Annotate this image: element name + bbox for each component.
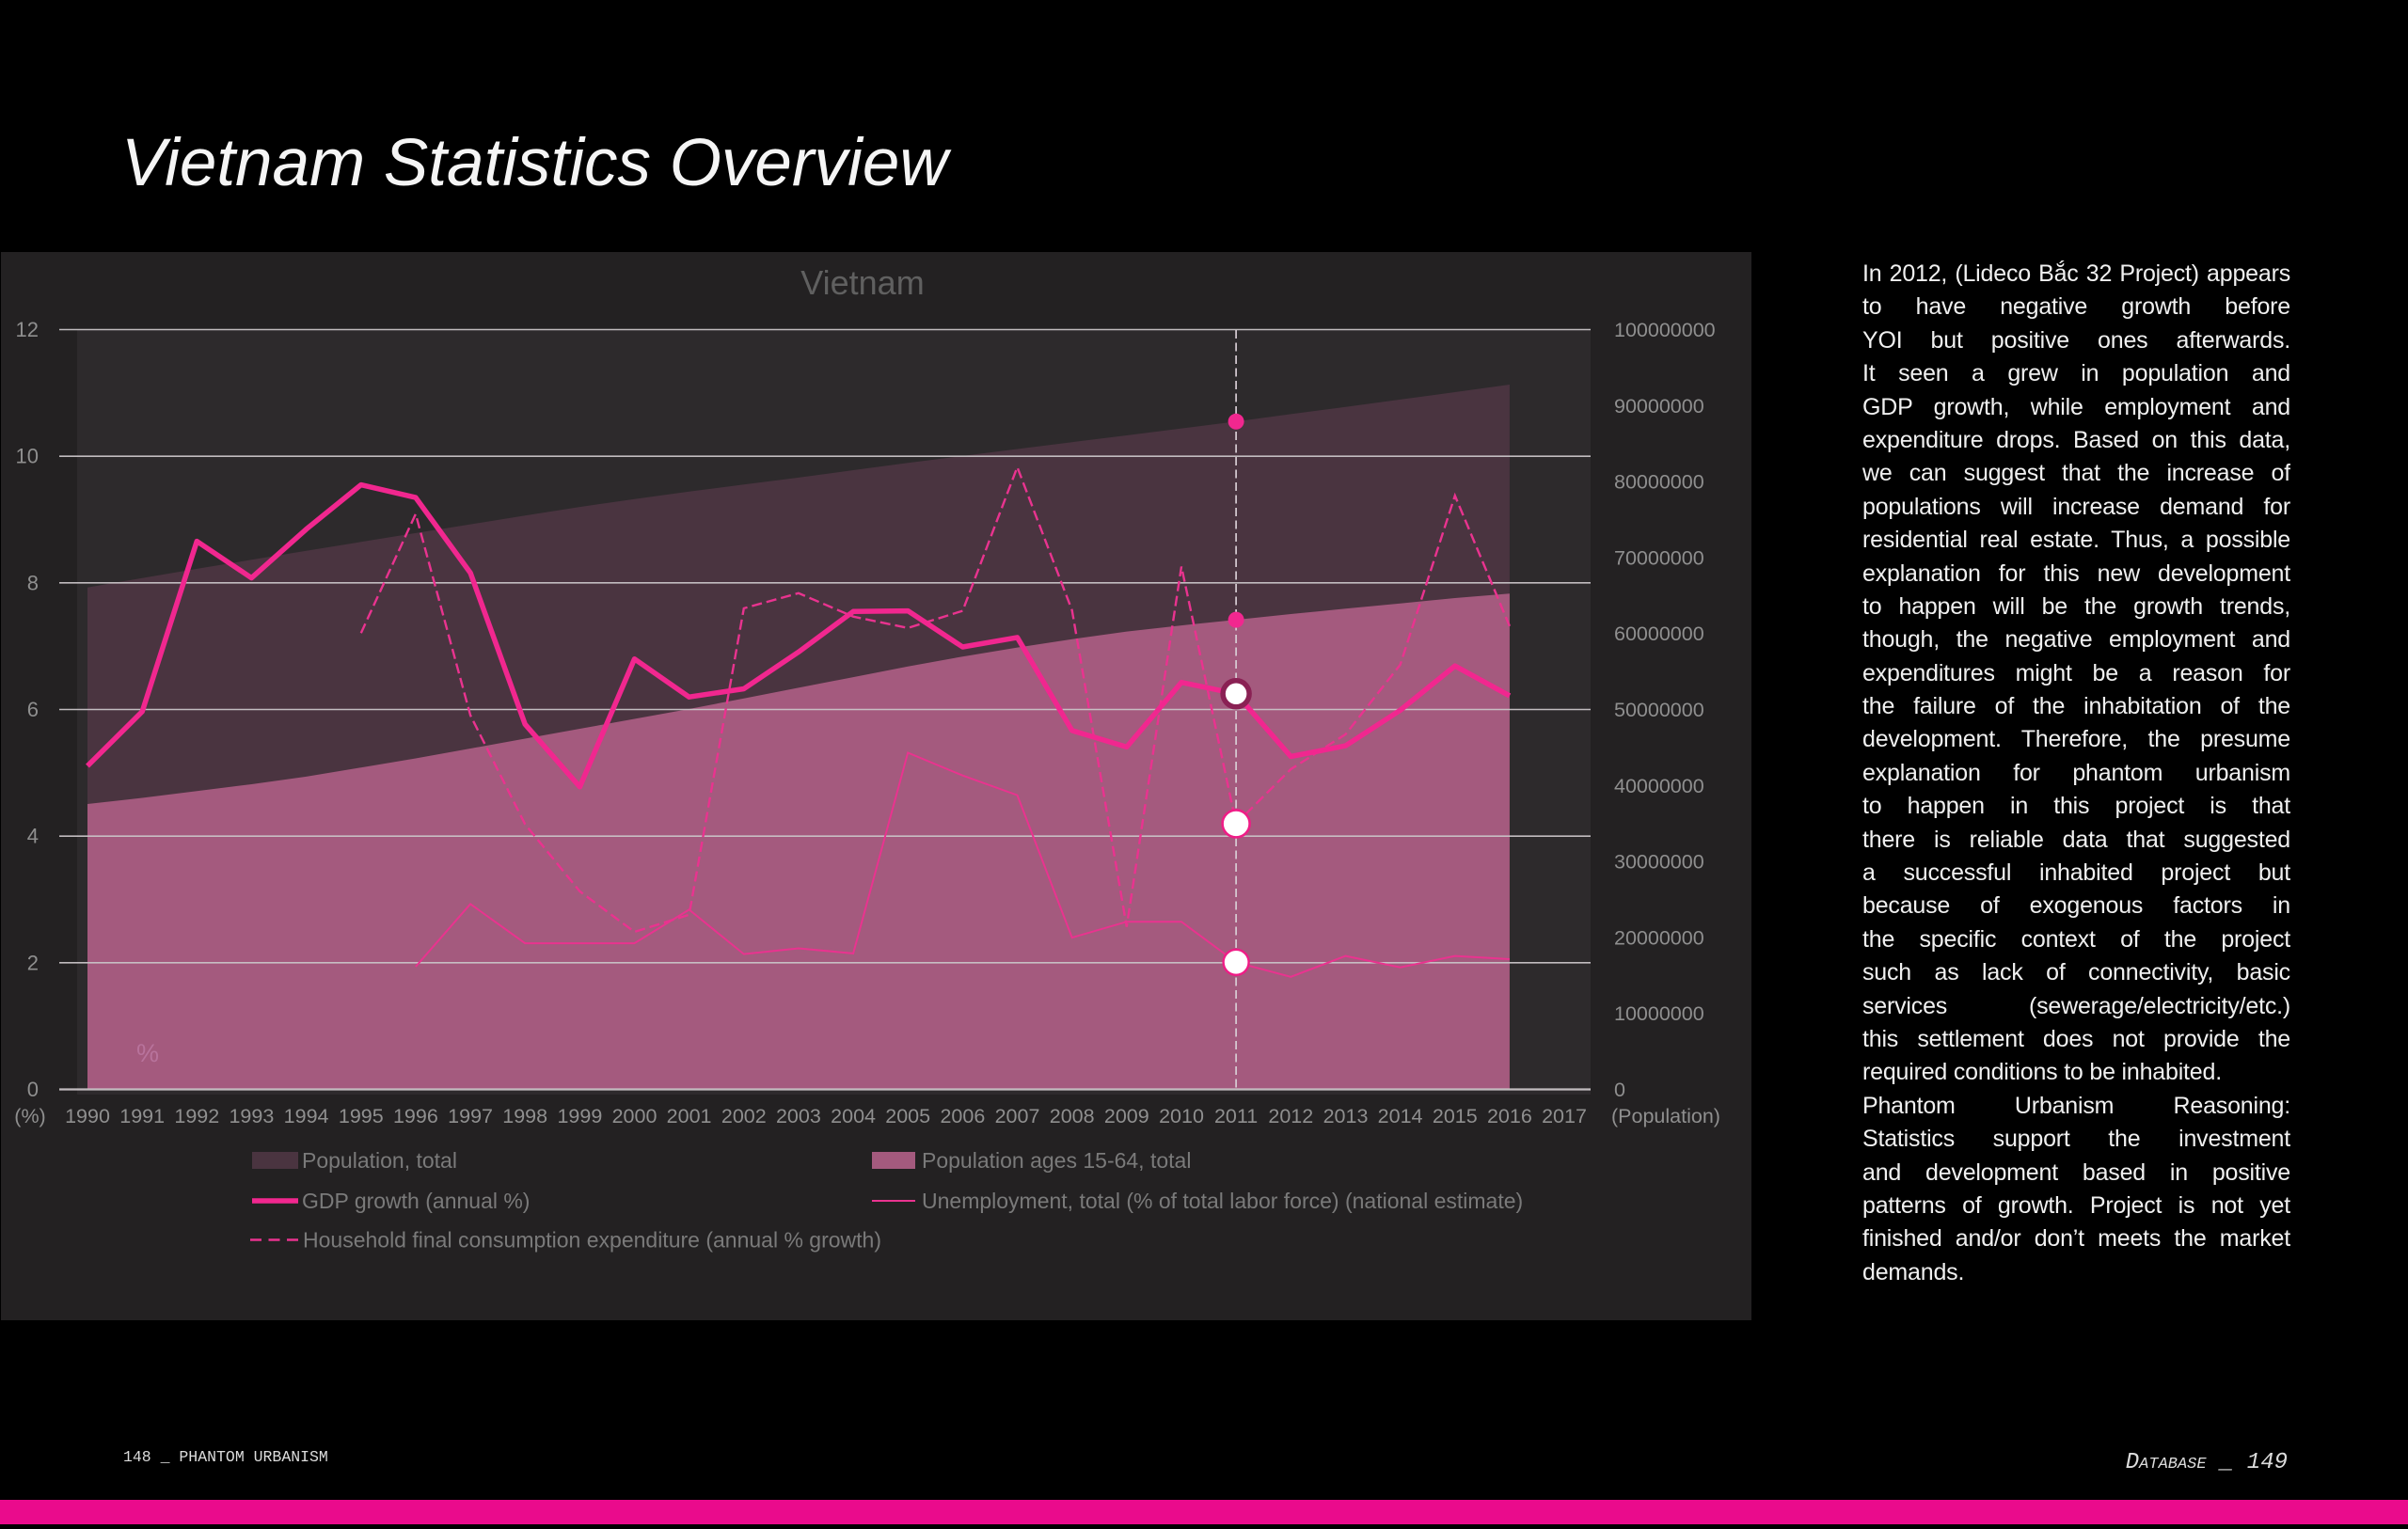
svg-text:1991: 1991 (119, 1105, 165, 1127)
svg-text:Vietnam: Vietnam (800, 263, 924, 302)
svg-text:10000000: 10000000 (1614, 1002, 1704, 1025)
svg-text:2016: 2016 (1487, 1105, 1532, 1127)
svg-text:2008: 2008 (1050, 1105, 1095, 1127)
svg-text:12: 12 (16, 318, 39, 341)
svg-text:50000000: 50000000 (1614, 699, 1704, 721)
svg-text:2: 2 (27, 951, 39, 974)
svg-text:90000000: 90000000 (1614, 395, 1704, 418)
svg-text:100000000: 100000000 (1614, 319, 1716, 341)
svg-text:GDP growth (annual %): GDP growth (annual %) (302, 1189, 530, 1213)
svg-text:2011: 2011 (1214, 1105, 1258, 1127)
svg-text:2006: 2006 (940, 1105, 985, 1127)
svg-text:10: 10 (16, 445, 39, 468)
svg-text:6: 6 (27, 698, 39, 721)
svg-text:2009: 2009 (1104, 1105, 1149, 1127)
svg-text:2002: 2002 (721, 1105, 767, 1127)
svg-text:30000000: 30000000 (1614, 851, 1704, 874)
svg-text:1998: 1998 (502, 1105, 547, 1127)
svg-text:Population, total: Population, total (302, 1148, 457, 1173)
svg-text:4: 4 (27, 825, 39, 848)
svg-text:2007: 2007 (995, 1105, 1040, 1127)
svg-text:1999: 1999 (557, 1105, 602, 1127)
svg-text:0: 0 (1614, 1079, 1625, 1101)
svg-text:2012: 2012 (1268, 1105, 1313, 1127)
svg-text:70000000: 70000000 (1614, 546, 1704, 569)
svg-text:1995: 1995 (339, 1105, 384, 1127)
svg-text:Unemployment, total (% of tota: Unemployment, total (% of total labor fo… (922, 1189, 1523, 1213)
svg-text:2000: 2000 (612, 1105, 657, 1127)
svg-text:Household final consumption ex: Household final consumption expenditure … (303, 1228, 881, 1253)
svg-text:2005: 2005 (885, 1105, 930, 1127)
svg-text:80000000: 80000000 (1614, 471, 1704, 494)
svg-text:1994: 1994 (284, 1105, 329, 1127)
svg-text:2001: 2001 (667, 1105, 712, 1127)
svg-text:2014: 2014 (1378, 1105, 1423, 1127)
svg-text:2015: 2015 (1433, 1105, 1478, 1127)
svg-text:0: 0 (27, 1078, 39, 1101)
svg-text:40000000: 40000000 (1614, 775, 1704, 797)
svg-text:20000000: 20000000 (1614, 926, 1704, 949)
svg-text:(%): (%) (14, 1105, 45, 1127)
svg-text:60000000: 60000000 (1614, 623, 1704, 645)
svg-text:1997: 1997 (448, 1105, 493, 1127)
svg-text:1992: 1992 (174, 1105, 219, 1127)
svg-text:2003: 2003 (776, 1105, 821, 1127)
svg-text:8: 8 (27, 571, 39, 594)
svg-text:1993: 1993 (229, 1105, 274, 1127)
svg-text:2004: 2004 (831, 1105, 876, 1127)
svg-text:%: % (136, 1039, 159, 1067)
svg-text:(Population): (Population) (1611, 1105, 1720, 1127)
svg-text:1990: 1990 (65, 1105, 110, 1127)
svg-text:2017: 2017 (1542, 1105, 1587, 1127)
svg-text:2013: 2013 (1323, 1105, 1369, 1127)
svg-text:Population ages 15-64, total: Population ages 15-64, total (922, 1148, 1191, 1173)
svg-text:1996: 1996 (393, 1105, 438, 1127)
svg-text:2010: 2010 (1159, 1105, 1204, 1127)
